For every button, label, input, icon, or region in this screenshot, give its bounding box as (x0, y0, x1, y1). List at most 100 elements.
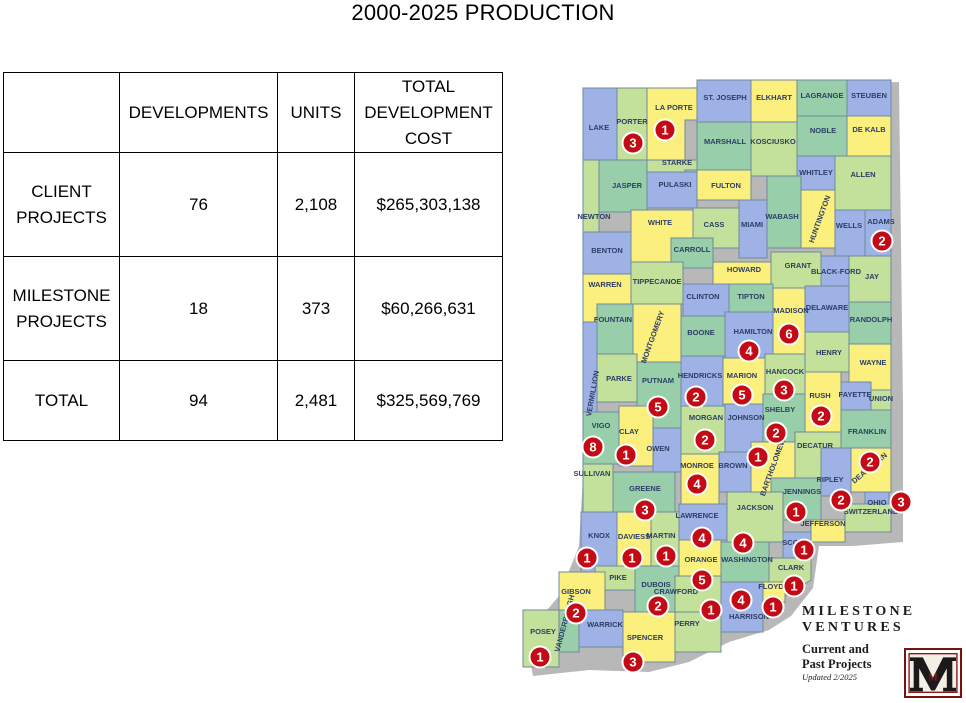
county-label: ADAMS (867, 217, 895, 226)
marker-count: 2 (878, 234, 885, 249)
row-developments: 76 (119, 152, 278, 257)
county-label: STEUBEN (851, 91, 887, 100)
svg-text:M: M (928, 672, 938, 683)
county-pulaski (646, 171, 698, 209)
county-label: FLOYD (758, 582, 784, 591)
county-label: PORTER (616, 117, 648, 126)
county-label: WHITLEY (799, 168, 833, 177)
county-label: VIGO (592, 421, 611, 430)
marker-circle (685, 472, 709, 496)
project-count-marker: 1 (528, 645, 552, 669)
project-count-marker: 3 (621, 650, 645, 674)
marker-circle (621, 131, 645, 155)
county-label: ELKHART (756, 93, 792, 102)
brand-name-line2: VENTURES (802, 620, 904, 635)
county-label: NEWTON (577, 212, 610, 221)
marker-circle (761, 595, 785, 619)
logo-m-icon: M (908, 652, 958, 694)
project-count-marker: 5 (730, 383, 754, 407)
marker-circle (690, 568, 714, 592)
county-label: WASHINGTON (721, 555, 773, 564)
marker-count: 1 (790, 579, 797, 594)
marker-count: 4 (745, 344, 753, 359)
county-label: OHIO (867, 498, 886, 507)
county-label: TIPPECANOE (633, 277, 682, 286)
table-header-developments: DEVELOPMENTS (119, 72, 278, 153)
marker-circle (772, 378, 796, 402)
row-label: MILESTONE PROJECTS (3, 256, 120, 361)
county-label: TIPTON (737, 292, 764, 301)
marker-count: 8 (589, 440, 596, 455)
marker-count: 4 (739, 536, 747, 551)
county-label: RIPLEY (816, 475, 843, 484)
marker-count: 2 (692, 390, 699, 405)
project-count-marker: 2 (564, 601, 588, 625)
page-title: 2000-2025 PRODUCTION (351, 0, 615, 25)
county-label: JACKSON (737, 503, 774, 512)
county-de-kalb (846, 115, 892, 157)
marker-circle (528, 645, 552, 669)
marker-circle (782, 574, 806, 598)
marker-count: 2 (572, 606, 579, 621)
row-cost: $265,303,138 (354, 152, 503, 257)
brand-subtitle-line2: Past Projects (802, 657, 872, 671)
county-ripley (820, 447, 852, 497)
marker-circle (699, 598, 723, 622)
project-count-marker: 1 (653, 118, 677, 142)
table-row-total: TOTAL 94 2,481 $325,569,769 (3, 360, 503, 441)
county-label: DAVIESS (618, 532, 650, 541)
marker-count: 1 (707, 603, 714, 618)
project-count-marker: 1 (792, 538, 816, 562)
marker-circle (646, 395, 670, 419)
row-units: 2,108 (277, 152, 355, 257)
county-label: CRAWFORD (654, 587, 699, 596)
table-header-empty (3, 72, 120, 153)
project-count-marker: 5 (646, 395, 670, 419)
marker-circle (889, 490, 913, 514)
county-label: HANCOCK (766, 367, 805, 376)
table-header-row: DEVELOPMENTS UNITS TOTAL DEVELOPMENT COST (3, 72, 503, 153)
project-count-marker: 8 (581, 435, 605, 459)
county-label: PUTNAM (642, 376, 674, 385)
project-count-marker: 1 (746, 445, 770, 469)
project-count-marker: 6 (777, 322, 801, 346)
project-count-marker: 1 (575, 546, 599, 570)
marker-count: 3 (897, 495, 904, 510)
county-label: LAGRANGE (801, 91, 844, 100)
table-row: CLIENT PROJECTS 76 2,108 $265,303,138 (3, 152, 503, 257)
county-label: WAYNE (860, 358, 887, 367)
row-label: CLIENT PROJECTS (3, 152, 120, 257)
county-label: WARREN (588, 280, 621, 289)
marker-circle (581, 435, 605, 459)
marker-count: 4 (737, 593, 745, 608)
marker-count: 6 (785, 327, 792, 342)
marker-circle (784, 500, 808, 524)
county-label: ALLEN (851, 170, 876, 179)
marker-circle (730, 383, 754, 407)
brand-block: MILESTONE VENTURES Current and Past Proj… (802, 604, 932, 682)
project-count-marker: 1 (784, 500, 808, 524)
project-count-marker: 5 (690, 568, 714, 592)
marker-count: 3 (780, 383, 787, 398)
row-label: TOTAL (3, 360, 120, 441)
county-label: FRANKLIN (848, 427, 886, 436)
county-label: ORANGE (685, 555, 718, 564)
indiana-county-map: LAKE PORTER LA PORTE ST. JOSEPH ELKHART LAGRA… (522, 79, 913, 676)
project-count-marker: 4 (737, 339, 761, 363)
county-label: HAMILTON (734, 327, 773, 336)
marker-count: 1 (800, 543, 807, 558)
county-label: FAYETTE (838, 390, 871, 399)
county-label: GRANT (785, 261, 812, 270)
county-label: DELAWARE (806, 303, 849, 312)
county-label: SHELBY (765, 405, 795, 414)
marker-circle (870, 229, 894, 253)
county-label: PIKE (609, 573, 627, 582)
project-count-marker: 1 (782, 574, 806, 598)
marker-count: 2 (701, 433, 708, 448)
marker-circle (690, 526, 714, 550)
project-count-marker: 2 (693, 428, 717, 452)
county-label: LA PORTE (655, 103, 693, 112)
project-count-marker: 2 (829, 488, 853, 512)
row-units: 373 (277, 256, 355, 361)
county-label: KOSCIUSKO (750, 137, 796, 146)
